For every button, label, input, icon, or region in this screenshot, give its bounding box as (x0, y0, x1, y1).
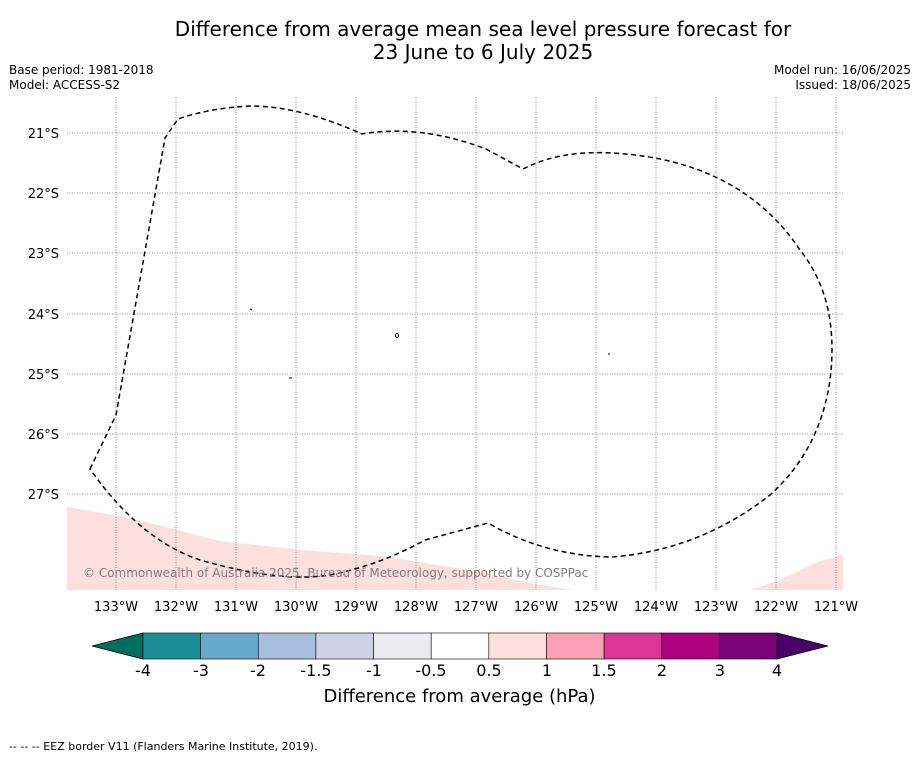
issued-date: Issued: 18/06/2025 (795, 78, 911, 92)
colorbar-under-arrow (91, 632, 144, 660)
lat-label: 25°S (28, 368, 59, 383)
colorbar-tick: -2 (250, 661, 266, 680)
colorbar-segment (373, 632, 432, 660)
lon-label: 130°W (274, 600, 318, 615)
colorbar-tick: 1 (542, 661, 552, 680)
lat-label: 22°S (28, 187, 59, 202)
colorbar-segment (315, 632, 374, 660)
lat-label: 26°S (28, 428, 59, 443)
colorbar-segment (257, 632, 317, 660)
anomaly-region-southwest (67, 507, 575, 590)
model-run: Model run: 16/06/2025 (773, 63, 911, 77)
colorbar-tick: -3 (193, 661, 209, 680)
islands (249, 308, 610, 379)
lon-label: 133°W (94, 600, 138, 615)
longitude-labels: 133°W 132°W 131°W 130°W 129°W 128°W 127°… (94, 600, 858, 615)
base-period: Base period: 1981-2018 (9, 63, 154, 77)
colorbar-tick: 1.5 (591, 661, 616, 680)
colorbar-over-arrow (776, 632, 829, 660)
colorbar-tick: 3 (715, 661, 725, 680)
lon-label: 121°W (814, 600, 858, 615)
latitude-labels: 21°S 22°S 23°S 24°S 25°S 26°S 27°S (28, 127, 59, 503)
colorbar-segment (430, 632, 490, 660)
meta-left: Base period: 1981-2018 Model: ACCESS-S2 (9, 63, 154, 93)
title-line-2: 23 June to 6 July 2025 (372, 40, 594, 64)
colorbar-tick: -4 (135, 661, 151, 680)
colorbar-title: Difference from average (hPa) (323, 686, 596, 707)
lon-label: 123°W (694, 600, 738, 615)
meta-right: Model run: 16/06/2025 Issued: 18/06/2025 (774, 63, 911, 93)
lat-label: 24°S (28, 308, 59, 323)
colorbar-segment (546, 632, 605, 660)
colorbar-segment (142, 632, 201, 660)
colorbar-tick: 0.5 (476, 661, 501, 680)
colorbar-segment (200, 632, 259, 660)
lon-label: 124°W (634, 600, 678, 615)
model-name: Model: ACCESS-S2 (9, 78, 121, 92)
chart-title: Difference from average mean sea level p… (0, 18, 919, 64)
lon-label: 132°W (154, 600, 198, 615)
lon-label: 125°W (574, 600, 618, 615)
copyright-text: © Commonwealth of Australia 2025, Bureau… (83, 566, 588, 580)
eez-border (89, 105, 833, 578)
colorbar-tick: -0.5 (415, 661, 446, 680)
colorbar-segment (488, 632, 547, 660)
lat-label: 27°S (28, 488, 59, 503)
colorbar-tick: 2 (657, 661, 667, 680)
colorbar-ticks: -4 -3 -2 -1.5 -1 -0.5 0.5 1 1.5 2 3 4 (135, 661, 782, 680)
colorbar (91, 632, 829, 660)
lon-label: 127°W (454, 600, 498, 615)
lon-label: 122°W (754, 600, 798, 615)
lon-label: 128°W (394, 600, 438, 615)
map-gridlines (67, 97, 843, 590)
lat-label: 23°S (28, 247, 59, 262)
title-line-1: Difference from average mean sea level p… (174, 17, 792, 41)
lon-label: 126°W (514, 600, 558, 615)
colorbar-tick: -1.5 (300, 661, 331, 680)
colorbar-segment (661, 632, 720, 660)
footer-note: -- -- -- EEZ border V11 (Flanders Marine… (9, 740, 318, 753)
anomaly-region-southeast (750, 554, 843, 590)
colorbar-segment (603, 632, 663, 660)
colorbar-tick: 4 (772, 661, 782, 680)
lon-label: 131°W (214, 600, 258, 615)
colorbar-segment (719, 632, 778, 660)
colorbar-tick: -1 (366, 661, 382, 680)
lat-label: 21°S (28, 127, 59, 142)
lon-label: 129°W (334, 600, 378, 615)
